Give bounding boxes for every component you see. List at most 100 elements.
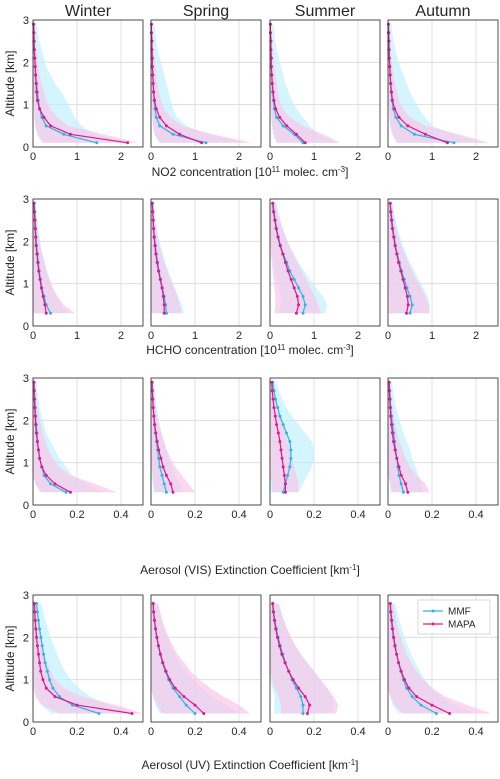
mmf-point (95, 141, 99, 145)
mapa-point (395, 456, 399, 460)
mapa-point (164, 669, 168, 673)
mmf-point (412, 132, 416, 136)
mmf-point (419, 703, 423, 707)
y-tick-label: 2 (23, 236, 29, 248)
mapa-point (403, 286, 407, 290)
mapa-point (392, 440, 395, 443)
mapa-point (32, 397, 36, 401)
mapa-point (289, 277, 293, 281)
mmf-point (281, 124, 285, 128)
mmf-point (281, 490, 285, 494)
mapa-point (153, 423, 157, 427)
mmf-point (162, 482, 166, 486)
mapa-uncertainty-band (270, 203, 321, 314)
mmf-point (405, 686, 409, 690)
mapa-point (386, 22, 390, 26)
mapa-point (276, 235, 280, 239)
x-tick-label: 0.2 (306, 509, 321, 521)
mmf-point (408, 311, 412, 315)
mmf-point (64, 490, 68, 494)
mapa-point (153, 618, 157, 622)
mapa-point (193, 703, 197, 707)
mapa-point (182, 695, 186, 699)
mapa-point (33, 610, 37, 614)
mapa-point (152, 227, 156, 231)
mapa-point (395, 652, 399, 656)
x-tick-label: 0 (148, 330, 154, 342)
mmf-point (49, 482, 53, 486)
mapa-point (430, 703, 434, 707)
mapa-point (158, 652, 162, 656)
legend-label-mapa: MAPA (448, 620, 476, 631)
x-tick-label: 0 (267, 509, 273, 521)
mapa-point (283, 482, 287, 486)
mapa-uncertainty-band (151, 203, 182, 314)
mapa-point (42, 115, 46, 119)
axes-frame (387, 198, 499, 327)
mapa-uncertainty-band (33, 203, 75, 314)
axes-frame (32, 377, 144, 506)
mapa-point (35, 440, 39, 443)
mapa-point (283, 490, 287, 494)
x-tick-label: 1 (192, 151, 198, 163)
mapa-point (130, 712, 134, 716)
mapa-point (273, 414, 277, 418)
mapa-point (401, 277, 405, 281)
x-tick-label: 2 (473, 330, 479, 342)
mapa-uncertainty-band (270, 24, 341, 143)
mapa-point (280, 652, 284, 656)
mapa-point (171, 490, 175, 494)
x-tick-label: 0.4 (350, 726, 365, 738)
mapa-point (151, 397, 155, 401)
x-tick-label: 0 (30, 509, 36, 521)
mapa-point (151, 601, 155, 605)
mapa-point (35, 635, 39, 639)
y-tick-label: 3 (23, 590, 29, 602)
mapa-point (445, 141, 449, 145)
x-axis-label: Aerosol (UV) Extinction Coefficient [km-… (142, 758, 359, 773)
mapa-point (152, 235, 156, 239)
mapa-point (68, 132, 72, 136)
x-tick-label: 0 (385, 330, 391, 342)
legend-marker-mapa (431, 622, 435, 626)
x-tick-label: 0.2 (306, 726, 321, 738)
mapa-point (39, 286, 43, 290)
mapa-point (272, 210, 276, 214)
panel-3-3: 0 0.2 0.4 (385, 594, 499, 738)
mapa-point (38, 277, 42, 281)
axes-frame (269, 594, 381, 723)
mapa-point (40, 465, 44, 469)
mapa-point (276, 431, 280, 435)
mapa-point (152, 610, 156, 614)
mmf-point (57, 695, 61, 699)
mapa-point (53, 695, 57, 699)
mmf-point (49, 311, 53, 315)
mapa-point (393, 244, 397, 248)
x-tick-label: 1 (311, 151, 317, 163)
mapa-point (269, 65, 273, 69)
mapa-point (151, 73, 155, 77)
x-tick-label: 0 (267, 330, 273, 342)
mapa-point (390, 618, 394, 622)
panel-0-2: 0 1 2 (267, 19, 381, 163)
mapa-uncertainty-band (270, 603, 339, 714)
mmf-uncertainty-band (388, 24, 485, 143)
axes-frame (269, 377, 381, 506)
axes-frame (150, 377, 262, 506)
legend-label-mmf: MMF (448, 607, 471, 618)
mapa-point (155, 440, 159, 443)
axes-frame (150, 594, 262, 723)
axes-frame (32, 594, 144, 723)
x-tick-label: 0.2 (187, 726, 202, 738)
axes-frame (387, 19, 499, 148)
mapa-uncertainty-band (388, 203, 430, 314)
mmf-point (43, 661, 47, 665)
mapa-point (282, 473, 286, 477)
mapa-point (281, 465, 285, 469)
mapa-point (274, 627, 278, 631)
mapa-point (151, 82, 155, 85)
mapa-point (149, 31, 153, 35)
panel-2-1: 0 0.2 0.4 (148, 377, 262, 521)
y-tick-label: 3 (23, 373, 29, 385)
mmf-point (48, 678, 51, 682)
